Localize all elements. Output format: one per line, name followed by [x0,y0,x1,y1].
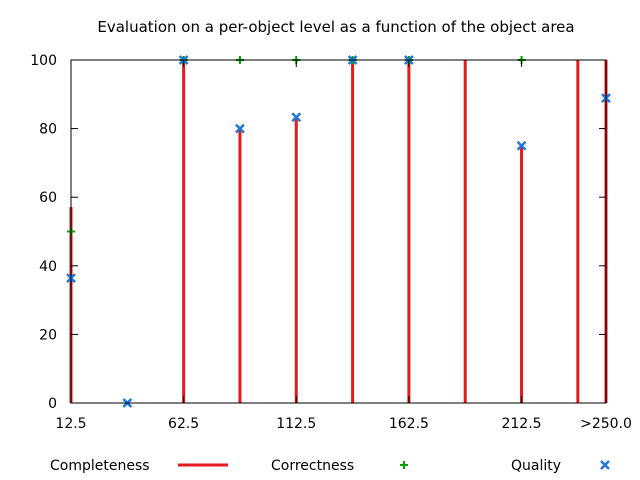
legend-label: Completeness [50,458,150,474]
legend-entry-completeness: Completeness [50,458,228,474]
quality-point [291,112,302,123]
legend-entry-correctness: Correctness [271,458,408,474]
x-tick-label: 12.5 [55,416,86,432]
x-tick-label: >250.0 [580,416,632,432]
y-tick-label: 100 [30,53,57,69]
x-tick-label: 212.5 [501,416,541,432]
legend-label: Correctness [271,458,354,474]
axes: 0 20 40 60 80 100 12.5 62.5 112.5 162.5 212.5 >250.… [30,53,632,432]
y-tick-label: 20 [39,327,57,343]
x-tick-label: 62.5 [168,416,199,432]
y-tick-label: 40 [39,259,57,275]
quality-point [235,123,245,134]
quality-point [516,140,527,151]
legend-swatch-plus [400,461,408,469]
plot-frame [70,59,607,404]
legend-swatch-cross [600,460,610,470]
series-completeness [69,60,608,403]
legend: Completeness Correctness Quality [50,458,610,474]
plot-area [66,55,611,408]
legend-label: Quality [511,458,561,474]
y-tick-label: 80 [39,122,57,138]
chart-title: Evaluation on a per-object level as a fu… [97,18,574,36]
y-tick-label: 0 [48,396,57,412]
y-tick-label: 60 [39,190,57,206]
legend-entry-quality: Quality [511,458,610,474]
x-tick-label: 162.5 [389,416,429,432]
series-quality [66,55,611,408]
x-tick-label: 112.5 [276,416,316,432]
